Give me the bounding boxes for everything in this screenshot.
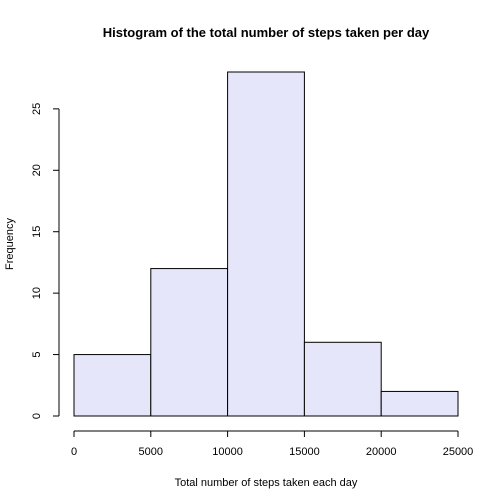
x-axis-label: Total number of steps taken each day <box>175 477 358 489</box>
y-tick-label-2: 10 <box>31 287 43 299</box>
histogram-bar-2 <box>227 71 305 417</box>
x-tick-label-1: 5000 <box>139 446 163 458</box>
histogram-bar-4 <box>380 390 459 417</box>
histogram-bar-0 <box>73 354 152 417</box>
y-tick-label-1: 5 <box>31 352 43 358</box>
y-axis: 0 5 10 15 20 25 <box>31 103 60 419</box>
y-tick-label-0: 0 <box>31 413 43 419</box>
x-tick-label-0: 0 <box>71 446 77 458</box>
bars-group <box>73 71 459 417</box>
chart-title: Histogram of the total number of steps t… <box>103 25 430 40</box>
x-tick-label-4: 20000 <box>366 446 397 458</box>
x-tick-label-2: 10000 <box>212 446 243 458</box>
x-tick-label-3: 15000 <box>289 446 320 458</box>
histogram-bar-1 <box>150 268 229 417</box>
y-tick-label-3: 15 <box>31 226 43 238</box>
y-tick-label-5: 25 <box>31 103 43 115</box>
x-tick-label-5: 25000 <box>443 446 474 458</box>
y-tick-label-4: 20 <box>31 164 43 176</box>
y-axis-label: Frequency <box>4 218 16 270</box>
histogram-bar-3 <box>303 341 382 417</box>
x-axis: 0 5000 10000 15000 20000 25000 <box>71 430 474 458</box>
